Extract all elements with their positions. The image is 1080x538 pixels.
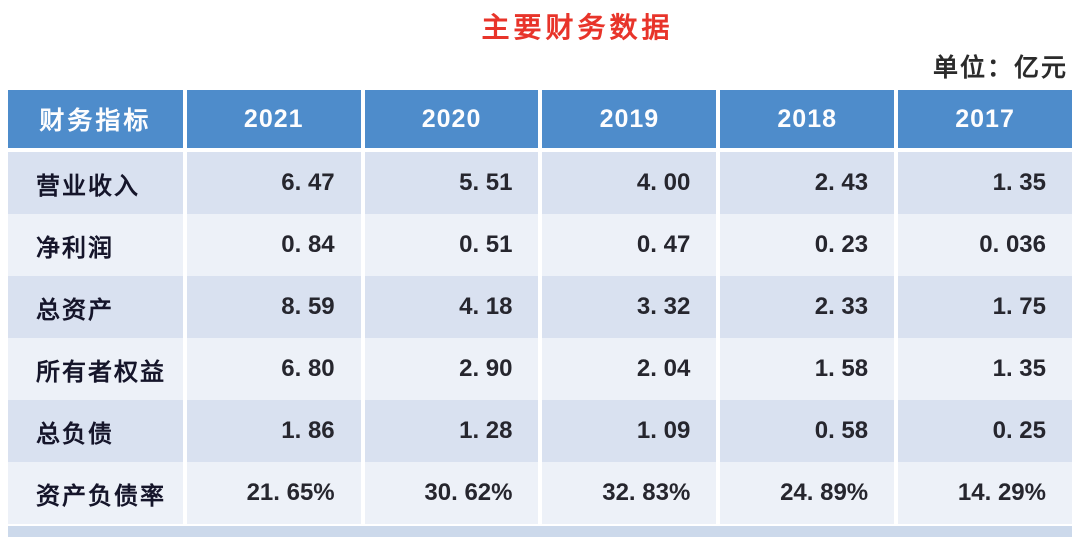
header-cell-indicator: 财务指标 [8,90,183,152]
table-row-total-liabilities: 总负债 1. 86 1. 28 1. 09 0. 58 0. 25 [8,400,1072,462]
table-cell: 6. 80 [186,338,361,400]
header-cell-2018: 2018 [720,90,895,152]
table-cell: 6. 47 [186,152,361,214]
page-title: 主要财务数据 [481,12,674,43]
table-cell: 2. 04 [542,338,717,400]
table-cell: 1. 28 [364,400,539,462]
row-label: 资产负债率 [8,462,183,524]
table-row-owners-equity: 所有者权益 6. 80 2. 90 2. 04 1. 58 1. 35 [8,338,1072,400]
table-cell: 8. 59 [186,276,361,338]
table-cell: 1. 35 [898,152,1072,214]
table-cell: 30. 62% [364,462,539,524]
table-cell: 1. 35 [898,338,1072,400]
table-cell: 0. 25 [898,400,1072,462]
header-cell-2021: 2021 [186,90,361,152]
financial-data-table: 财务指标 2021 2020 2019 2018 2017 营业收入 6. 47… [4,90,1076,524]
row-label: 营业收入 [8,152,183,214]
header-cell-2020: 2020 [364,90,539,152]
table-cell: 1. 09 [542,400,717,462]
table-row-net-profit: 净利润 0. 84 0. 51 0. 47 0. 23 0. 036 [8,214,1072,276]
slide-page: 主要财务数据 单位：亿元 财务指标 2021 2020 2019 2018 20… [0,10,1080,538]
table-cell: 5. 51 [364,152,539,214]
header-cell-2017: 2017 [898,90,1072,152]
table-row-revenue: 营业收入 6. 47 5. 51 4. 00 2. 43 1. 35 [8,152,1072,214]
table-cell: 0. 47 [542,214,717,276]
table-row-debt-ratio: 资产负债率 21. 65% 30. 62% 32. 83% 24. 89% 14… [8,462,1072,524]
table-header-row: 财务指标 2021 2020 2019 2018 2017 [8,90,1072,152]
table-cell: 0. 51 [364,214,539,276]
table-cell: 32. 83% [542,462,717,524]
table-cell: 0. 58 [720,400,895,462]
table-cell: 0. 036 [898,214,1072,276]
table-cell: 1. 58 [720,338,895,400]
unit-label: 单位：亿元 [932,54,1068,82]
table-cell: 1. 75 [898,276,1072,338]
table-cell: 24. 89% [720,462,895,524]
table-cell: 3. 32 [542,276,717,338]
row-label: 总资产 [8,276,183,338]
table-cell: 4. 00 [542,152,717,214]
table-cell: 2. 43 [720,152,895,214]
table-cell: 2. 90 [364,338,539,400]
table-cell: 14. 29% [898,462,1072,524]
table-cell: 21. 65% [186,462,361,524]
table-cell: 0. 23 [720,214,895,276]
table-cell: 0. 84 [186,214,361,276]
table-row-total-assets: 总资产 8. 59 4. 18 3. 32 2. 33 1. 75 [8,276,1072,338]
table-cell: 4. 18 [364,276,539,338]
row-label: 净利润 [8,214,183,276]
row-label: 总负债 [8,400,183,462]
header-cell-2019: 2019 [542,90,717,152]
table-cell: 1. 86 [186,400,361,462]
row-label: 所有者权益 [8,338,183,400]
table-cell: 2. 33 [720,276,895,338]
